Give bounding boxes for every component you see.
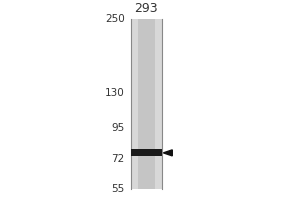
Text: 293: 293 (134, 2, 158, 15)
Text: 72: 72 (112, 154, 125, 164)
Bar (131, 149, 162, 156)
Text: 55: 55 (112, 184, 125, 194)
Bar (138, 19, 155, 189)
Polygon shape (164, 150, 172, 156)
Text: 130: 130 (105, 88, 125, 98)
Bar (131, 19, 162, 189)
Text: 95: 95 (112, 123, 125, 133)
Text: 250: 250 (105, 14, 125, 24)
